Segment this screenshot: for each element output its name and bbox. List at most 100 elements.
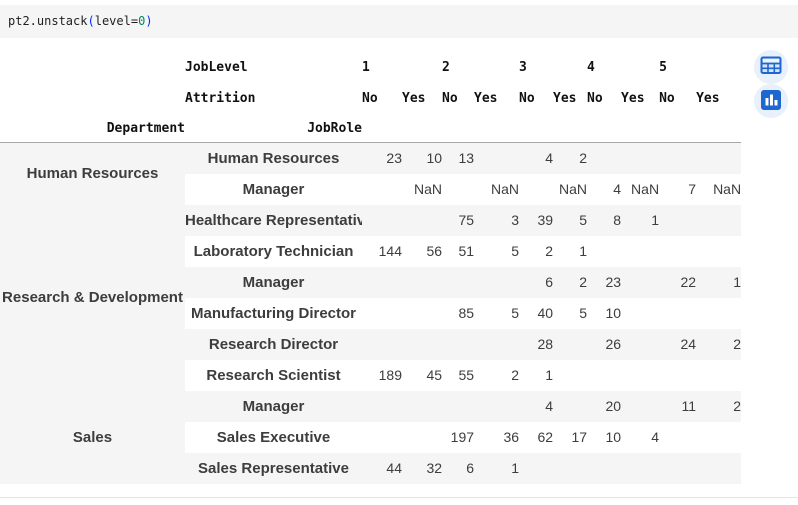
value-cell: 62 bbox=[537, 429, 554, 445]
value-cell: 2 bbox=[553, 266, 588, 298]
jobrole-cell: Manager bbox=[242, 180, 305, 198]
value-cell: NaN bbox=[491, 181, 520, 197]
value-cell: NaN bbox=[631, 181, 660, 197]
value-cell: 8 bbox=[587, 204, 622, 236]
value-cell bbox=[659, 142, 697, 174]
value-cell: 40 bbox=[537, 305, 554, 321]
value-cell bbox=[659, 452, 697, 484]
table-view-button[interactable] bbox=[754, 50, 788, 84]
value-cell: 56 bbox=[426, 243, 443, 259]
jobrole-cell: Healthcare Representative bbox=[185, 204, 362, 236]
value-cell: 26 bbox=[587, 328, 622, 360]
value-cell: 22 bbox=[659, 266, 697, 298]
value-cell bbox=[553, 328, 588, 360]
value-cell bbox=[696, 452, 742, 484]
code-token-close-paren: ) bbox=[145, 14, 153, 28]
value-cell: 1 bbox=[696, 266, 742, 298]
jobrole-cell: Research Scientist bbox=[206, 366, 341, 384]
value-cell bbox=[474, 390, 520, 422]
table-row: Manager 6 2 23 22 1 bbox=[0, 266, 742, 298]
column-sublevel-name: Attrition bbox=[185, 83, 362, 114]
chart-view-button[interactable] bbox=[754, 84, 788, 118]
value-cell: 10 bbox=[605, 429, 622, 445]
value-cell bbox=[519, 174, 553, 205]
value-cell: 45 bbox=[426, 367, 443, 383]
table-row: Sales Manager 4 20 11 2 bbox=[0, 390, 742, 484]
value-cell: 5 bbox=[511, 243, 520, 259]
value-cell: 6 bbox=[442, 452, 475, 484]
header-row-index-names: Department JobRole bbox=[0, 114, 742, 143]
joblevel-5-header: 5 bbox=[659, 52, 742, 83]
value-cell bbox=[621, 236, 659, 267]
attrition-no-header: No bbox=[659, 83, 697, 114]
code-token-number: 0 bbox=[138, 14, 146, 28]
table-row: Sales Representative 44 32 6 1 bbox=[0, 452, 742, 484]
value-cell: 10 bbox=[402, 142, 443, 174]
value-cell: 5 bbox=[553, 204, 588, 236]
value-cell: 197 bbox=[450, 429, 475, 445]
value-cell bbox=[659, 298, 696, 329]
value-cell bbox=[362, 422, 402, 453]
department-cell: Research & Development bbox=[0, 204, 185, 391]
value-cell bbox=[553, 360, 587, 391]
value-cell: 7 bbox=[688, 181, 697, 197]
value-cell bbox=[621, 390, 660, 422]
joblevel-4-header: 4 bbox=[587, 52, 660, 83]
table-row: Laboratory Technician 144 56 51 5 2 1 bbox=[0, 236, 741, 267]
attrition-yes-header: Yes bbox=[553, 83, 588, 114]
value-cell: 1 bbox=[545, 367, 554, 383]
value-cell bbox=[659, 236, 696, 267]
value-cell bbox=[402, 390, 443, 422]
table-row: Sales Executive 197 36 62 17 10 4 bbox=[0, 422, 741, 453]
header-row-joblevel: JobLevel 1 2 3 4 5 bbox=[0, 52, 742, 83]
value-cell: 5 bbox=[511, 305, 520, 321]
value-cell bbox=[474, 142, 520, 174]
index-name-department: Department bbox=[0, 114, 185, 143]
value-cell: 6 bbox=[519, 266, 554, 298]
value-cell: 4 bbox=[613, 181, 622, 197]
output-bottom-divider bbox=[0, 497, 798, 498]
jobrole-cell: Human Resources bbox=[185, 142, 362, 174]
value-cell: 44 bbox=[362, 452, 402, 484]
value-cell: 36 bbox=[503, 429, 520, 445]
value-cell bbox=[362, 390, 402, 422]
value-cell bbox=[442, 174, 474, 205]
value-cell: 23 bbox=[362, 142, 402, 174]
jobrole-cell: Manufacturing Director bbox=[190, 304, 356, 322]
value-cell bbox=[587, 360, 621, 391]
value-cell: 10 bbox=[605, 305, 622, 321]
blank-header-cell bbox=[0, 52, 185, 83]
value-cell: 2 bbox=[553, 142, 588, 174]
value-cell: 144 bbox=[378, 243, 402, 259]
department-cell: Sales bbox=[0, 390, 185, 484]
attrition-no-header: No bbox=[587, 83, 622, 114]
table-row: Research & Development Healthcare Repres… bbox=[0, 204, 742, 391]
value-cell bbox=[659, 204, 697, 236]
dataframe-output: JobLevel 1 2 3 4 5 Attrition No Yes No Y… bbox=[0, 52, 742, 484]
value-cell bbox=[587, 142, 622, 174]
value-cell: 2 bbox=[545, 243, 554, 259]
value-cell: 1 bbox=[621, 204, 660, 236]
value-cell: 4 bbox=[519, 142, 554, 174]
jobrole-cell: Manager bbox=[185, 266, 362, 298]
value-cell: 20 bbox=[587, 390, 622, 422]
value-cell bbox=[621, 266, 660, 298]
value-cell: NaN bbox=[559, 181, 588, 197]
code-cell[interactable]: pt2.unstack(level=0) bbox=[0, 5, 798, 38]
value-cell bbox=[696, 360, 741, 391]
table-row: Human Resources Human Resources 23 10 13… bbox=[0, 142, 742, 205]
value-cell bbox=[362, 328, 402, 360]
value-cell bbox=[659, 422, 696, 453]
value-cell bbox=[621, 328, 660, 360]
value-cell bbox=[519, 452, 554, 484]
value-cell bbox=[442, 266, 475, 298]
jobrole-cell: Manager bbox=[185, 390, 362, 422]
value-cell: 1 bbox=[579, 243, 588, 259]
index-name-jobrole: JobRole bbox=[185, 114, 362, 143]
blank-header-cell bbox=[362, 114, 742, 143]
value-cell: NaN bbox=[414, 181, 443, 197]
value-cell: 4 bbox=[651, 429, 660, 445]
value-cell: 13 bbox=[442, 142, 475, 174]
value-cell bbox=[402, 204, 443, 236]
value-cell: 3 bbox=[474, 204, 520, 236]
